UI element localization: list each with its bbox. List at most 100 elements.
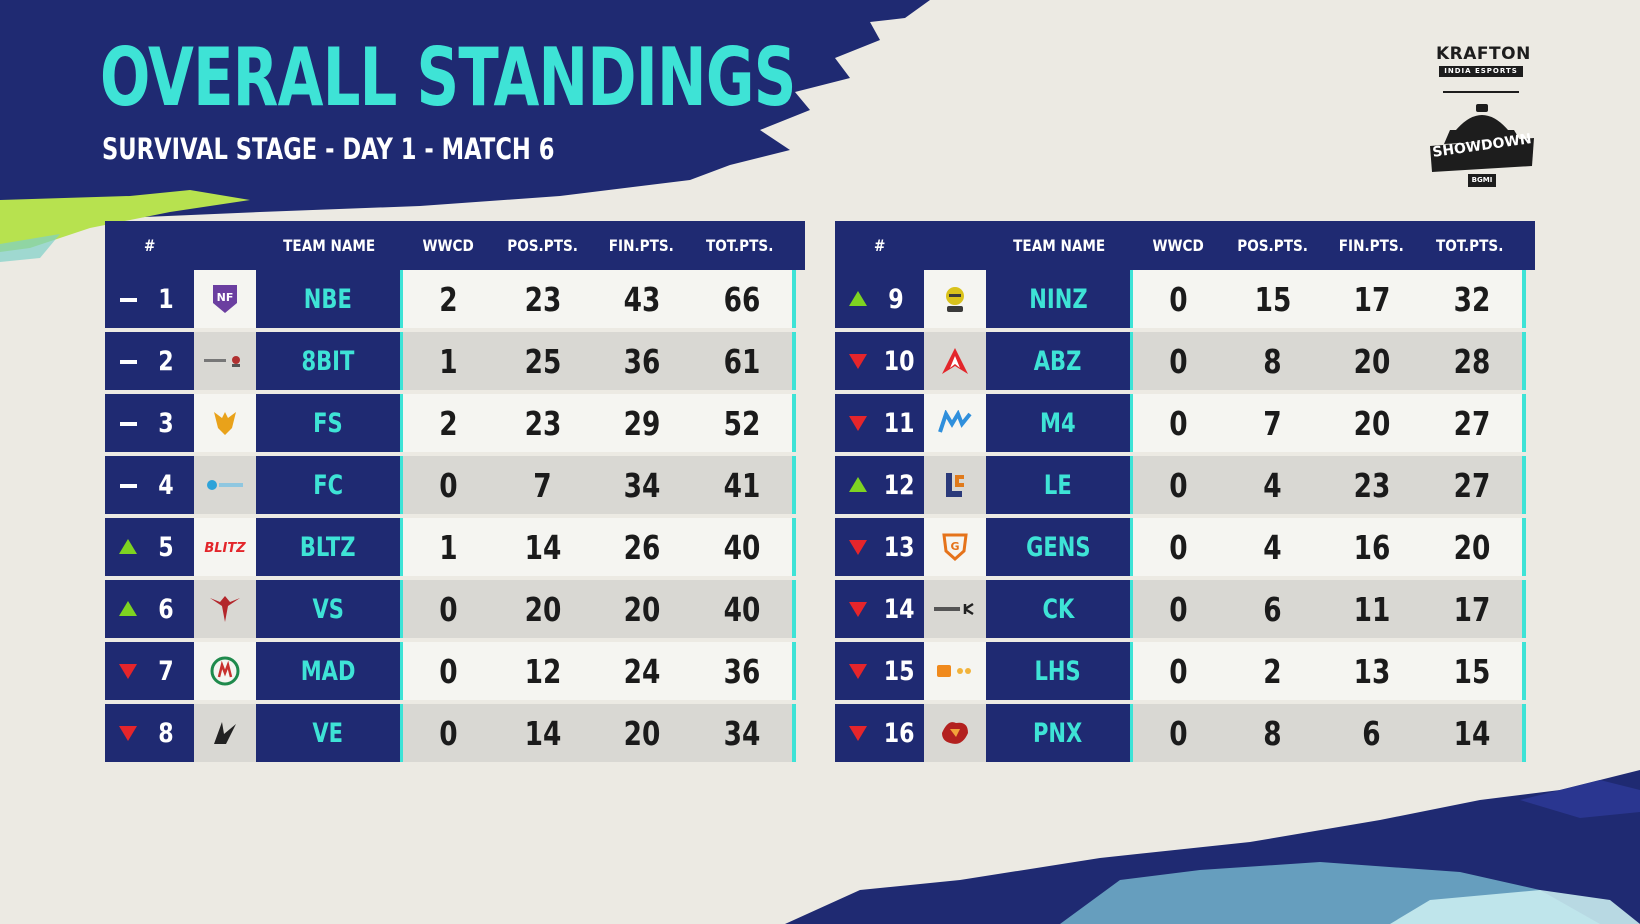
fin-pts-cell: 24 xyxy=(592,642,691,700)
rank-number: 6 xyxy=(157,593,174,625)
wwcd-value: 0 xyxy=(1168,713,1188,753)
standings-row: 1 NF NBE 2 23 43 66 xyxy=(105,270,805,328)
team-logo-cell: G xyxy=(924,518,986,576)
fin-pts-cell: 36 xyxy=(592,332,691,390)
rank-cell: 1 xyxy=(105,270,194,328)
standings-row: 14 CK 0 6 11 17 xyxy=(835,580,1535,638)
tot-pts-cell: 61 xyxy=(691,332,796,390)
tot-pts-cell: 20 xyxy=(1421,518,1526,576)
svg-text:NF: NF xyxy=(217,291,234,304)
rank-number: 15 xyxy=(883,655,915,687)
trend-down-icon xyxy=(848,415,867,431)
tot-pts-value: 34 xyxy=(723,713,760,753)
pos-pts-cell: 25 xyxy=(493,332,592,390)
pos-pts-cell: 7 xyxy=(493,456,592,514)
team-name-cell: CK xyxy=(986,580,1133,638)
team-logo-cell xyxy=(194,394,256,452)
tot-pts-cell: 34 xyxy=(691,704,796,762)
m4-logo-icon xyxy=(938,410,972,436)
rank-cell: 15 xyxy=(835,642,924,700)
wwcd-value: 0 xyxy=(1168,589,1188,629)
fc-logo-icon xyxy=(205,478,245,492)
wwcd-cell: 0 xyxy=(1133,456,1223,514)
standings-row: 15 LHS 0 2 13 15 xyxy=(835,642,1535,700)
rank-cell: 9 xyxy=(835,270,924,328)
tot-pts-value: 41 xyxy=(723,465,760,505)
wwcd-cell: 2 xyxy=(403,270,493,328)
header-rank: # xyxy=(873,236,886,255)
fin-pts-value: 36 xyxy=(623,341,660,381)
fin-pts-cell: 20 xyxy=(1322,332,1421,390)
fin-pts-cell: 16 xyxy=(1322,518,1421,576)
team-logo-cell xyxy=(924,704,986,762)
tot-pts-value: 32 xyxy=(1453,279,1490,319)
pos-pts-value: 7 xyxy=(1263,403,1282,443)
standings-row: 8 VE 0 14 20 34 xyxy=(105,704,805,762)
rank-cell: 8 xyxy=(105,704,194,762)
trend-same-icon xyxy=(119,415,137,431)
fin-pts-value: 20 xyxy=(623,713,660,753)
fin-pts-value: 23 xyxy=(1353,465,1390,505)
standings-row: 7 MAD 0 12 24 36 xyxy=(105,642,805,700)
pos-pts-value: 15 xyxy=(1254,279,1291,319)
trend-down-icon xyxy=(118,663,137,679)
pos-pts-cell: 14 xyxy=(493,518,592,576)
rank-number: 5 xyxy=(157,531,174,563)
rank-number: 12 xyxy=(883,469,915,501)
wwcd-value: 0 xyxy=(438,465,458,505)
rank-number: 14 xyxy=(883,593,915,625)
team-name: 8BIT xyxy=(301,345,355,377)
team-logo-cell xyxy=(194,332,256,390)
standings-row: 6 VS 0 20 20 40 xyxy=(105,580,805,638)
tot-pts-value: 61 xyxy=(723,341,760,381)
trend-down-icon xyxy=(848,663,867,679)
standings-row: 16 PNX 0 8 6 14 xyxy=(835,704,1535,762)
pos-pts-value: 25 xyxy=(524,341,561,381)
team-logo-cell xyxy=(924,394,986,452)
trend-down-icon xyxy=(848,539,867,555)
tot-pts-value: 66 xyxy=(723,279,760,319)
fin-pts-cell: 43 xyxy=(592,270,691,328)
wwcd-cell: 1 xyxy=(403,332,493,390)
wwcd-cell: 0 xyxy=(403,580,493,638)
rank-number: 3 xyxy=(157,407,174,439)
fin-pts-value: 16 xyxy=(1353,527,1390,567)
fin-pts-cell: 34 xyxy=(592,456,691,514)
wwcd-cell: 0 xyxy=(1133,642,1223,700)
team-name-cell: ABZ xyxy=(986,332,1133,390)
krafton-wordmark: KRAFTON xyxy=(1436,44,1531,64)
pos-pts-value: 6 xyxy=(1263,589,1282,629)
team-name-cell: VS xyxy=(256,580,403,638)
team-name: VE xyxy=(312,717,344,749)
tot-pts-cell: 36 xyxy=(691,642,796,700)
team-name-cell: PNX xyxy=(986,704,1133,762)
pos-pts-cell: 20 xyxy=(493,580,592,638)
rank-cell: 5 xyxy=(105,518,194,576)
trend-down-icon xyxy=(848,601,867,617)
wwcd-cell: 1 xyxy=(403,518,493,576)
tot-pts-cell: 27 xyxy=(1421,456,1526,514)
wwcd-value: 0 xyxy=(1168,341,1188,381)
fin-pts-cell: 20 xyxy=(592,704,691,762)
pos-pts-value: 12 xyxy=(524,651,561,691)
rank-cell: 2 xyxy=(105,332,194,390)
pos-pts-value: 4 xyxy=(1263,527,1282,567)
rank-cell: 13 xyxy=(835,518,924,576)
fin-pts-cell: 26 xyxy=(592,518,691,576)
team-name-cell: NBE xyxy=(256,270,403,328)
team-name-cell: FC xyxy=(256,456,403,514)
team-name: NINZ xyxy=(1028,283,1088,315)
rank-number: 13 xyxy=(883,531,915,563)
rank-cell: 12 xyxy=(835,456,924,514)
tot-pts-value: 36 xyxy=(723,651,760,691)
team-name-cell: M4 xyxy=(986,394,1133,452)
standings-row: 2 8BIT 1 25 36 61 xyxy=(105,332,805,390)
wwcd-cell: 0 xyxy=(1133,580,1223,638)
rank-cell: 16 xyxy=(835,704,924,762)
trend-up-icon xyxy=(118,601,137,617)
wwcd-cell: 2 xyxy=(403,394,493,452)
wwcd-cell: 0 xyxy=(403,704,493,762)
tot-pts-cell: 27 xyxy=(1421,394,1526,452)
wwcd-cell: 0 xyxy=(403,642,493,700)
wwcd-value: 0 xyxy=(438,589,458,629)
